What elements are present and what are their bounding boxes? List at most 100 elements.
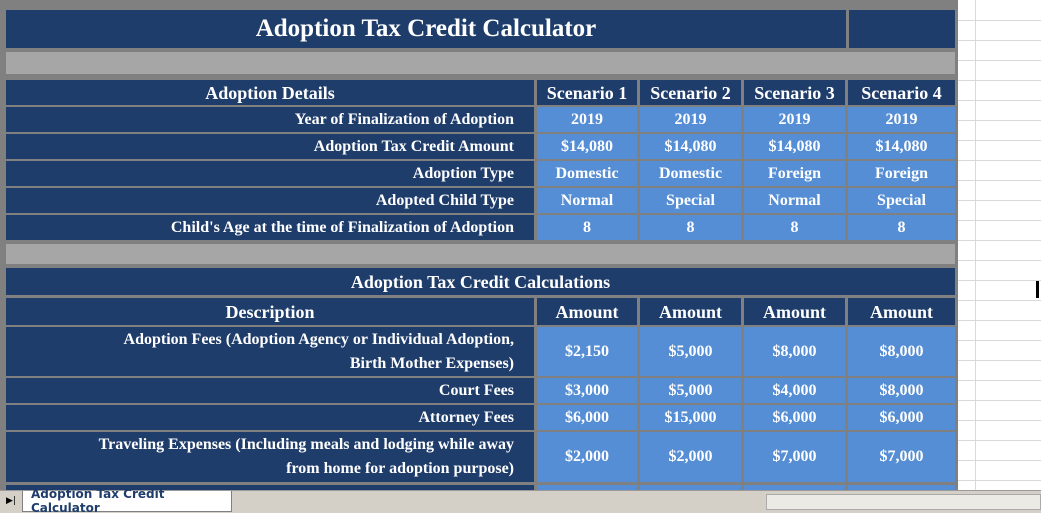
row-label-text: Adoption Fees (Adoption Agency or Indivi… (123, 330, 514, 348)
value-cell-text: $14,080 (561, 137, 613, 155)
row-label-text: Child's Age at the time of Finalization … (170, 218, 514, 236)
row-label-text: from home for adoption purpose) (286, 460, 514, 477)
value-cell: $15,000 (640, 405, 741, 430)
value-cell: $5,000 (640, 378, 741, 403)
value-cell-text: $6,000 (772, 408, 817, 426)
grid-line (958, 380, 1041, 381)
row-label-text: Court Fees (438, 381, 514, 399)
row-label: Adoption Fees (Adoption Agency or Indivi… (6, 327, 534, 376)
grid-line (958, 180, 1041, 181)
value-cell-text: $8,000 (879, 381, 924, 399)
row-label: Child's Age at the time of Finalization … (6, 215, 534, 240)
value-cell-text: Normal (768, 191, 821, 209)
row-label: Traveling Expenses (Including meals and … (6, 432, 534, 482)
value-cell: Foreign (848, 161, 955, 186)
row-label: Adopted Child Type (6, 188, 534, 213)
grid-line (958, 160, 1041, 161)
scenario-header: Scenario 2 (640, 80, 741, 105)
value-cell-text: $6,000 (565, 408, 609, 426)
row-label-text: Adoption Tax Credit Amount (313, 137, 514, 155)
value-cell: $7,000 (744, 432, 845, 482)
description-header: Description (6, 298, 534, 325)
value-cell-text: $14,080 (875, 137, 928, 155)
value-cell-text: $5,000 (668, 342, 713, 360)
grid-line (958, 220, 1041, 221)
description-header-text: Description (225, 301, 315, 322)
row-label-text: Adopted Child Type (375, 191, 514, 209)
grid-line (958, 40, 1041, 41)
value-cell: 2019 (744, 107, 845, 132)
cell (537, 485, 637, 490)
value-cell-text: 8 (790, 218, 799, 236)
value-cell: $4,000 (744, 378, 845, 403)
grid-line (958, 100, 1041, 101)
value-cell-text: Foreign (874, 164, 929, 182)
value-cell-text: $7,000 (772, 448, 817, 465)
spacer-row (6, 244, 955, 264)
value-cell-text: $14,080 (664, 137, 717, 155)
scenario-header: Scenario 4 (848, 80, 955, 105)
cell (6, 485, 534, 490)
cell (848, 485, 955, 490)
cell (640, 485, 741, 490)
grid-line (958, 20, 1041, 21)
grid-line (958, 440, 1041, 441)
value-cell: Normal (744, 188, 845, 213)
value-cell: 8 (537, 215, 637, 240)
row-label: Court Fees (6, 378, 534, 403)
title-cell: Adoption Tax Credit Calculator (6, 10, 846, 48)
row-label-text: Year of Finalization of Adoption (294, 110, 514, 128)
value-cell: $14,080 (640, 134, 741, 159)
value-cell: 8 (744, 215, 845, 240)
amount-header-text: Amount (869, 301, 933, 322)
grid-line (958, 140, 1041, 141)
scenario-header-text: Scenario 1 (546, 82, 628, 103)
horizontal-scrollbar[interactable] (766, 494, 1041, 510)
value-cell: Special (640, 188, 741, 213)
value-cell-text: 8 (583, 218, 591, 236)
value-cell-text: $14,080 (768, 137, 821, 155)
grid-line (958, 340, 1041, 341)
title: Adoption Tax Credit Calculator (255, 15, 597, 42)
value-cell: $8,000 (744, 327, 845, 376)
row-label: Adoption Type (6, 161, 534, 186)
grid-line (975, 0, 976, 490)
value-cell-text: 2019 (674, 110, 707, 128)
value-cell-text: $2,150 (565, 342, 609, 360)
value-cell-text: $3,000 (565, 381, 609, 399)
value-cell: Domestic (537, 161, 637, 186)
value-cell-text: Normal (560, 191, 614, 209)
scenario-header-text: Scenario 3 (754, 82, 835, 103)
row-label: Adoption Tax Credit Amount (6, 134, 534, 159)
value-cell-text: $5,000 (668, 381, 713, 399)
scenario-header: Scenario 1 (537, 80, 637, 105)
scenario-header-text: Scenario 2 (650, 82, 731, 103)
nav-button[interactable]: ▶| (6, 496, 16, 506)
grid-line (958, 360, 1041, 361)
value-cell-text: $8,000 (879, 342, 924, 360)
sheet-tab[interactable]: Adoption Tax Credit Calculator (22, 487, 232, 515)
value-cell: Foreign (744, 161, 845, 186)
value-cell-text: $2,000 (668, 448, 713, 465)
value-cell: $14,080 (537, 134, 637, 159)
section-header-text: Adoption Details (205, 82, 335, 103)
value-cell: Domestic (640, 161, 741, 186)
value-cell-text: Domestic (658, 164, 723, 182)
value-cell: $2,000 (537, 432, 637, 482)
value-cell: $6,000 (537, 405, 637, 430)
sheet: Adoption Tax Credit Calculator Adoption … (0, 0, 958, 490)
value-cell-text: 8 (897, 218, 906, 236)
grid-line (958, 80, 1041, 81)
value-cell-text: $7,000 (879, 448, 924, 465)
grid-line (958, 280, 1041, 281)
value-cell: 2019 (640, 107, 741, 132)
cell (744, 485, 845, 490)
row-label-text: Birth Mother Expenses) (349, 354, 514, 372)
value-cell: Special (848, 188, 955, 213)
value-cell: 2019 (848, 107, 955, 132)
value-cell: 2019 (537, 107, 637, 132)
value-cell: 8 (848, 215, 955, 240)
value-cell-text: 2019 (571, 110, 603, 128)
row-label: Attorney Fees (6, 405, 534, 430)
